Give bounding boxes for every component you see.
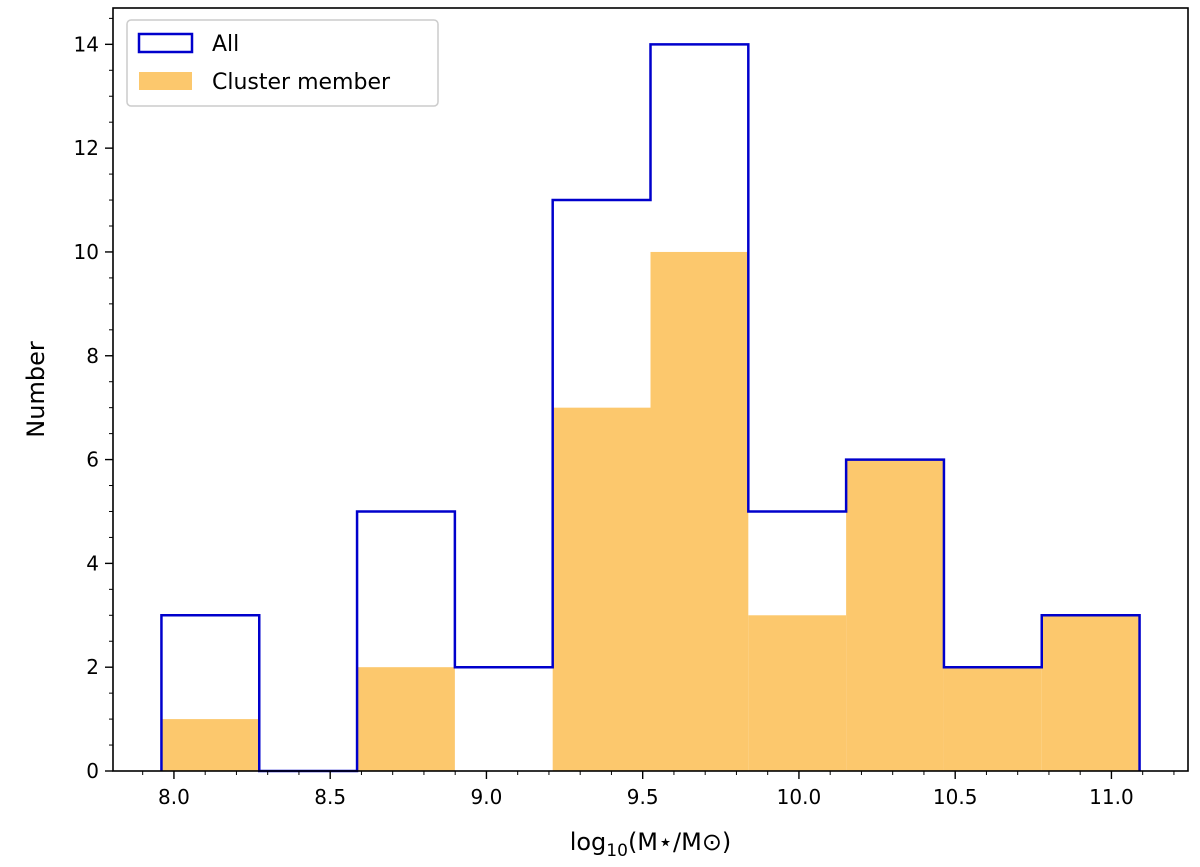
axes — [112, 7, 1189, 772]
cluster-member-bars — [161, 251, 1140, 771]
y-tick-label-5: 10 — [74, 240, 99, 264]
bar-cluster-member-6 — [748, 615, 847, 771]
bar-cluster-member-0 — [161, 719, 260, 771]
legend: All Cluster member — [126, 19, 439, 107]
bar-cluster-member-2 — [357, 667, 455, 771]
bar-cluster-member-4 — [552, 407, 651, 771]
y-tick-label-2: 4 — [86, 551, 99, 575]
x-axis-title-rest: (M⋆/M⊙) — [628, 828, 731, 856]
y-tick-label-4: 8 — [86, 344, 99, 368]
x-tick-label-1: 8.5 — [314, 785, 346, 809]
y-axis-title: Number — [22, 341, 50, 438]
bar-cluster-member-8 — [943, 667, 1042, 771]
legend-box — [126, 19, 439, 107]
x-tick-label-3: 9.5 — [627, 785, 659, 809]
x-axis-title-subscript: 10 — [606, 841, 628, 861]
x-tick-label-4: 10.0 — [777, 785, 822, 809]
y-tick-label-3: 6 — [86, 448, 99, 472]
legend-label-all: All — [212, 32, 239, 57]
x-tick-label-5: 10.5 — [933, 785, 978, 809]
x-tick-label-6: 11.0 — [1089, 785, 1134, 809]
y-tick-label-7: 14 — [74, 32, 99, 56]
x-tick-label-2: 9.0 — [471, 785, 503, 809]
bar-cluster-member-7 — [846, 459, 944, 771]
x-tick-label-0: 8.0 — [158, 785, 190, 809]
ticks: 8.0 8.5 9.0 9.5 10.0 10.5 11.0 0 2 4 6 8 10 12 14 — [74, 17, 1175, 809]
bar-cluster-member-5 — [650, 251, 749, 771]
x-axis-title: log10(M⋆/M⊙) — [570, 828, 732, 861]
legend-swatch-cluster-member — [139, 72, 192, 90]
x-axis-title-main: log — [570, 828, 607, 856]
bar-cluster-member-9 — [1041, 615, 1140, 771]
legend-label-cluster-member: Cluster member — [212, 70, 391, 95]
y-tick-label-1: 2 — [86, 655, 99, 679]
y-tick-label-0: 0 — [86, 759, 99, 783]
plot-frame — [112, 7, 1189, 772]
y-tick-label-6: 12 — [74, 136, 99, 160]
legend-swatch-all — [137, 32, 194, 54]
